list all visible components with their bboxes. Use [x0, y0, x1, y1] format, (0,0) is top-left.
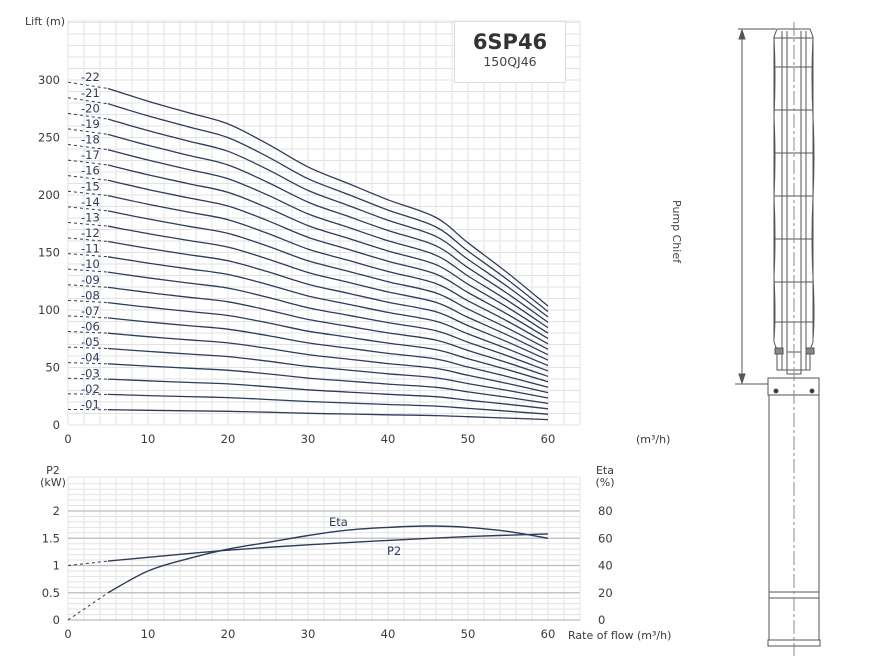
- stage-label: -01: [81, 397, 100, 411]
- p2-tick-label: 1: [53, 559, 60, 573]
- stage-label: -14: [81, 195, 100, 209]
- y-tick-label: 150: [38, 246, 60, 260]
- stage-label: -09: [81, 273, 100, 287]
- model-name: 6SP46: [472, 30, 548, 54]
- eta-tick-label: 80: [598, 504, 613, 518]
- flow-axis-label: Rate of flow (m³/h): [568, 629, 671, 642]
- y-tick-label: 100: [38, 303, 60, 317]
- p2-curve-label: P2: [387, 544, 401, 558]
- x-tick-label: 50: [461, 627, 476, 641]
- head-curve-06: [107, 332, 549, 394]
- x-tick-label: 30: [301, 432, 316, 446]
- eta-tick-label: 60: [598, 531, 613, 545]
- x-tick-label: 40: [381, 432, 396, 446]
- stage-label: -02: [81, 382, 100, 396]
- p2-curve: [107, 533, 549, 562]
- head-curve-21: [107, 103, 549, 313]
- power-efficiency-chart: 0 10 20 30 40 50 6000.511.52020406080P2(kW)Eta…: [40, 464, 671, 642]
- head-curve-18: [107, 149, 549, 329]
- p2-axis-label: P2: [46, 464, 60, 477]
- head-curve-07: [107, 317, 549, 388]
- y-tick-label: 250: [38, 131, 60, 145]
- head-curve-01: [107, 409, 549, 421]
- head-curve-19: [107, 133, 549, 323]
- x-tick-label: 10: [141, 432, 156, 446]
- head-chart: 0 10 20 30 40 50 60 0 50 100 150 200 250 300 Lift (m) (…: [25, 15, 670, 446]
- pump-length-label: Pump Chief: [670, 200, 683, 263]
- p2-axis-unit: (kW): [40, 476, 66, 489]
- x-axis-unit-label: (m³/h): [636, 433, 670, 446]
- model-alt-name: 150QJ46: [483, 54, 537, 69]
- eta-tick-label: 20: [598, 586, 613, 600]
- stage-label: -16: [81, 164, 100, 178]
- head-curve-04: [107, 363, 549, 405]
- p2-tick-label: 1.5: [42, 531, 60, 545]
- head-curve-08: [107, 301, 549, 383]
- eta-tick-label: 0: [598, 613, 605, 627]
- y-tick-label: 0: [53, 418, 60, 432]
- x-tick-label: 20: [221, 432, 236, 446]
- stage-label: -04: [81, 351, 100, 365]
- stage-label: -19: [81, 117, 100, 131]
- y-tick-label: 50: [45, 361, 60, 375]
- x-tick-label: 60: [541, 627, 556, 641]
- head-curve-05: [107, 347, 549, 399]
- stage-label: -03: [81, 366, 100, 380]
- x-tick-label: 30: [301, 627, 316, 641]
- x-tick-label: 40: [381, 627, 396, 641]
- stage-label: -10: [81, 257, 100, 271]
- stage-label: -06: [81, 320, 100, 334]
- head-curve-11: [107, 256, 549, 367]
- x-tick-label: 10: [141, 627, 156, 641]
- head-curve-09: [107, 286, 549, 378]
- x-tick-label: 20: [221, 627, 236, 641]
- head-curve-17: [107, 164, 549, 334]
- stage-label: -22: [81, 70, 100, 84]
- y-axis-label: Lift (m): [25, 15, 65, 28]
- stage-label: -05: [81, 335, 100, 349]
- stage-label: -20: [81, 101, 100, 115]
- stage-label: -17: [81, 148, 100, 162]
- head-curve-22: [107, 87, 549, 307]
- head-curve-20: [107, 118, 549, 318]
- y-tick-label: 200: [38, 188, 60, 202]
- stage-label: -11: [81, 242, 100, 256]
- eta-tick-label: 40: [598, 559, 613, 573]
- p2-tick-label: 0.5: [42, 586, 60, 600]
- head-curve-15: [107, 194, 549, 345]
- x-tick-label: 60: [541, 432, 556, 446]
- eta-axis-label: Eta: [596, 464, 614, 477]
- eta-curve: [107, 525, 549, 594]
- stage-label: -21: [81, 86, 100, 100]
- head-curve-12: [107, 240, 549, 361]
- stage-label: -15: [81, 179, 100, 193]
- eta-curve-label: Eta: [329, 515, 348, 529]
- head-curve-02: [107, 393, 549, 415]
- stage-label: -12: [81, 226, 100, 240]
- head-curve-16: [107, 179, 549, 340]
- eta-axis-unit: (%): [595, 476, 614, 489]
- head-curve-14: [107, 210, 549, 350]
- x-tick-label: 0: [64, 627, 71, 641]
- p2-tick-label: 2: [53, 504, 60, 518]
- x-tick-label: 50: [461, 432, 476, 446]
- stage-label: -08: [81, 288, 100, 302]
- head-curve-10: [107, 271, 549, 372]
- x-tick-label: 0: [64, 432, 71, 446]
- p2-tick-label: 0: [53, 613, 60, 627]
- stage-label: -18: [81, 133, 100, 147]
- head-curve-13: [107, 225, 549, 356]
- y-tick-label: 300: [38, 73, 60, 87]
- head-curve-03: [107, 378, 549, 410]
- stage-label: -07: [81, 304, 100, 318]
- pump-drawing: [735, 22, 821, 656]
- model-title-box: 6SP46 150QJ46: [454, 21, 566, 83]
- stage-label: -13: [81, 210, 100, 224]
